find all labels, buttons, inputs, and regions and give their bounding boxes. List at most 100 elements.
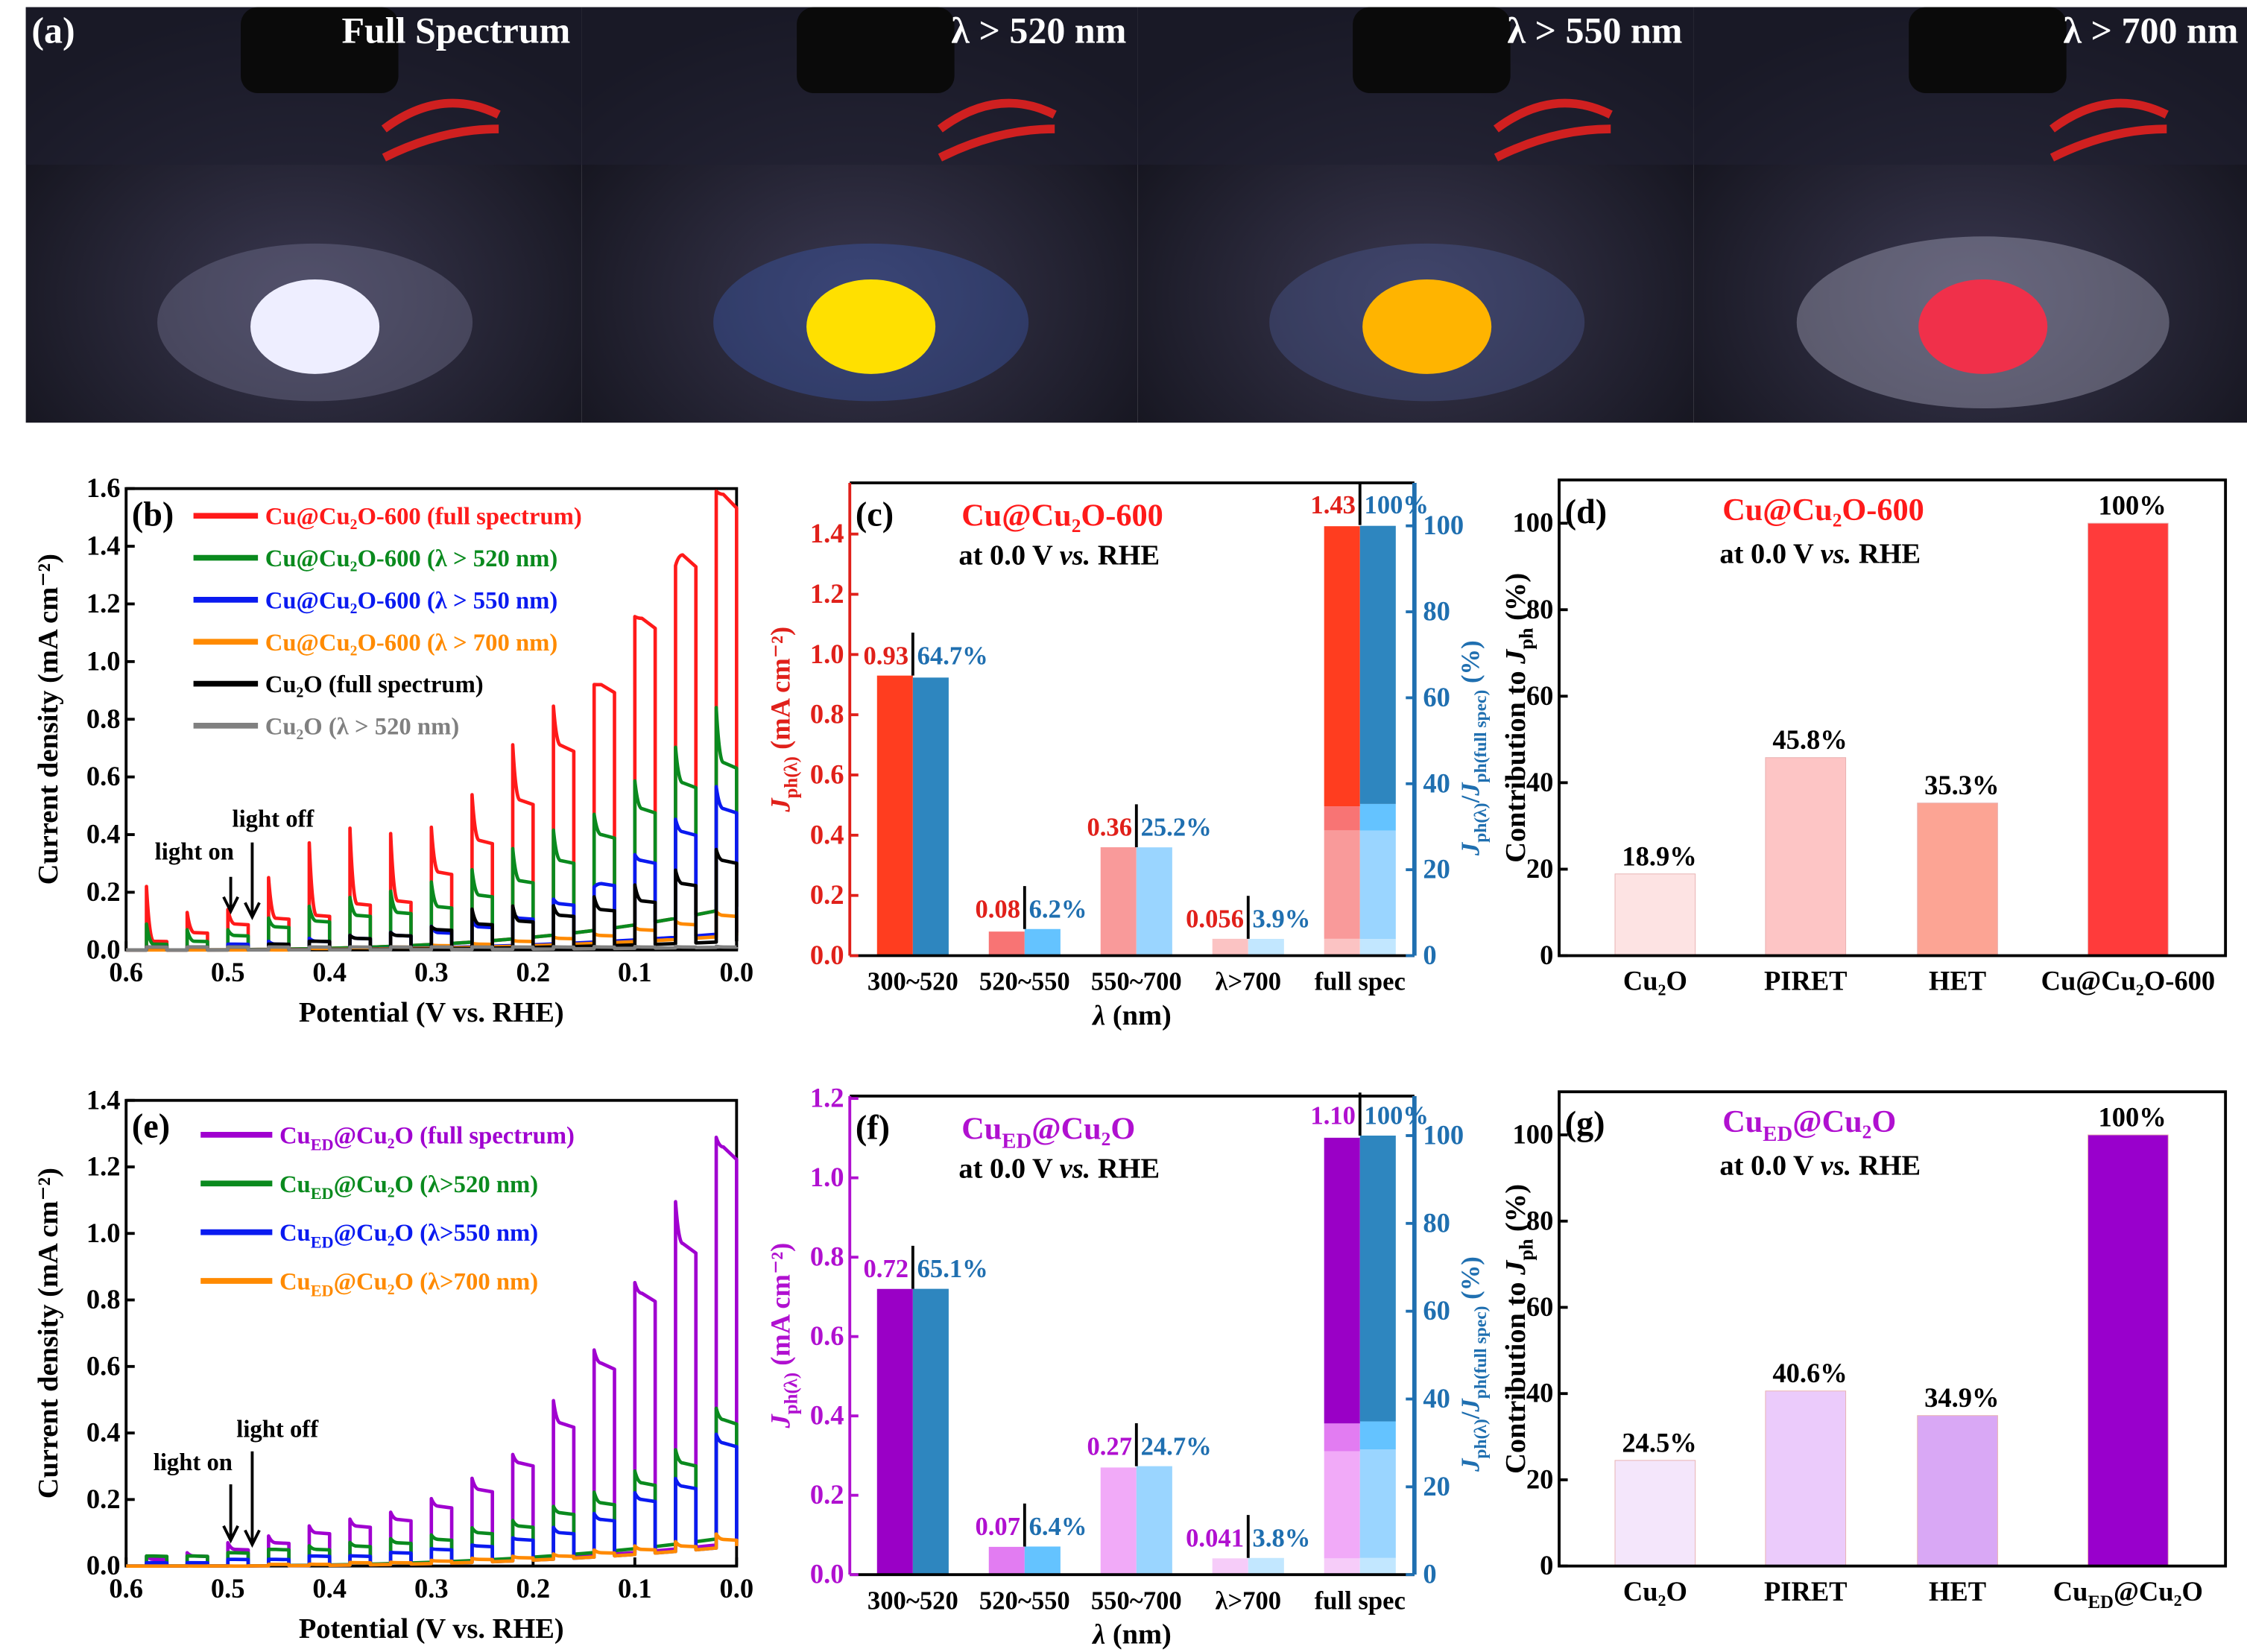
chart-subtitle-part: at 0.0 V [1719, 1151, 1820, 1182]
photo-caption: λ > 550 nm [1507, 10, 1682, 51]
y-axis-label-part: ph [1516, 627, 1537, 650]
y-tick-label: 100 [1423, 510, 1464, 540]
glowing-electrode [806, 279, 936, 374]
x-tick-label: Cu₂O [1623, 1576, 1687, 1607]
legend-entry-part: @Cu₂O (full spectrum) [334, 1122, 575, 1149]
y-tick-label: 80 [1423, 1207, 1450, 1238]
chart-subtitle-part: vs. [1821, 1151, 1852, 1182]
y-tick-label: 40 [1423, 1383, 1450, 1414]
y-axis-label-part: (%) [1500, 1184, 1532, 1239]
bar [1917, 803, 1998, 956]
data-label: 45.8% [1772, 724, 1847, 755]
x-tick-label: 0.5 [211, 957, 245, 987]
bar [1765, 757, 1847, 956]
y-tick-label: 0.0 [86, 934, 121, 964]
data-label-left: 0.27 [1087, 1432, 1132, 1460]
x-tick-label-part: @Cu₂O [2114, 1576, 2203, 1607]
series-line [126, 944, 739, 952]
legend-entry-part: @Cu₂O (λ>550 nm) [334, 1220, 539, 1247]
bar-right [1024, 1546, 1061, 1575]
data-label-right: 25.2% [1141, 814, 1212, 842]
y-axis-label: Current density (mA cm⁻²) [33, 1168, 64, 1498]
data-label-left: 0.07 [975, 1513, 1020, 1541]
chart-title-part: @Cu₂O [1031, 1112, 1135, 1147]
y-axis-right-label: Jph(λ)/Jph(full spec) (%) [1456, 1256, 1491, 1472]
bar-left [1212, 1558, 1248, 1575]
y-tick-label: 0.6 [86, 1350, 121, 1381]
chart-title: CuED@Cu₂O [1722, 1104, 1896, 1146]
photo-0: Full Spectrum [25, 7, 582, 423]
legend-entry-part: Cu [279, 1122, 311, 1149]
x-tick-label: 0.4 [312, 1573, 347, 1604]
stacked-bar-left-segment [1324, 806, 1360, 831]
panel-label: (e) [132, 1107, 170, 1145]
chart-title-part: ED [1763, 1122, 1792, 1146]
x-axis-label-part: (nm) [1105, 1000, 1172, 1031]
annotation-light-off: light off [233, 806, 315, 832]
series-line [126, 1406, 739, 1568]
y-tick-label: 60 [1423, 682, 1450, 712]
stacked-bar-right-segment [1359, 1135, 1396, 1422]
photo-caption: Full Spectrum [341, 10, 570, 51]
y-axis-right-label-part: ph(full spec) [1471, 690, 1491, 783]
legend-entry-part: ED [311, 1232, 334, 1251]
data-label-right: 3.8% [1253, 1524, 1311, 1552]
stacked-bar-right-segment [1359, 525, 1396, 804]
legend-entry: CuED@Cu₂O (λ>520 nm) [279, 1171, 538, 1203]
chart-e: 0.6 0.5 0.4 0.3 0.2 0.1 0.0 0.0 0.2 0.4 0.6 0.8 1.0 1… [33, 1084, 753, 1645]
data-label-left: 0.056 [1186, 905, 1244, 933]
bar-right [1248, 1557, 1284, 1575]
legend-entry-part: ED [311, 1282, 334, 1300]
chart-subtitle-part: at 0.0 V [958, 540, 1059, 572]
photo-1: λ > 520 nm [581, 7, 1138, 423]
chart-subtitle-part: vs. [1821, 539, 1852, 570]
stacked-bar-right-segment [1359, 939, 1396, 956]
stacked-bar-right-segment [1359, 1421, 1396, 1450]
y-tick-label: 1.2 [86, 1151, 121, 1182]
electrode-clip-icon [381, 98, 501, 162]
y-tick-label: 0.8 [86, 1284, 121, 1314]
bar-right [912, 677, 949, 956]
x-tick-label: 550~700 [1091, 1586, 1182, 1615]
stacked-bar-left-segment [1324, 1451, 1360, 1559]
photo-caption: λ > 700 nm [2064, 10, 2239, 51]
legend-entry-part: @Cu₂O (λ>700 nm) [334, 1269, 539, 1296]
panel-label: (g) [1565, 1104, 1605, 1142]
bar-left [1212, 938, 1248, 956]
y-tick-label: 0.8 [86, 703, 121, 734]
y-tick-label: 60 [1423, 1295, 1450, 1326]
x-tick-label: λ>700 [1215, 968, 1281, 996]
x-axis-label-part: λ [1091, 1000, 1105, 1031]
chart-subtitle: at 0.0 V vs. RHE [958, 540, 1160, 572]
y-tick-label: 80 [1526, 1205, 1554, 1235]
x-tick-label: 0.2 [516, 1573, 550, 1604]
stacked-bar-left-segment [1324, 1137, 1360, 1424]
x-axis-label: λ (nm) [1091, 1000, 1172, 1031]
panel-a-photos: Full Spectrum λ > 520 nm λ > 550 nm λ > 700… [25, 7, 2247, 423]
data-label-right: 6.2% [1029, 895, 1087, 923]
x-tick-label-part: Cu [2053, 1576, 2088, 1607]
bar [1614, 873, 1696, 956]
y-tick-label: 0.2 [810, 1479, 844, 1510]
y-tick-label: 1.4 [86, 531, 121, 561]
bar-right [1248, 939, 1284, 956]
x-tick-label: full spec [1315, 1586, 1406, 1615]
chart-title-part: @Cu₂O [1792, 1104, 1896, 1139]
legend-entry-part: Cu [279, 1220, 311, 1247]
stacked-bar-left-segment [1324, 938, 1360, 956]
y-axis-right-label-part: J [1456, 782, 1485, 797]
y-axis-label-part: J [765, 797, 795, 813]
electrode-clip-icon [1493, 98, 1613, 162]
x-tick-label: 0.3 [414, 1573, 449, 1604]
chart-title-part: ED [1002, 1129, 1031, 1153]
annotation-light-on: light on [155, 839, 234, 866]
x-tick-label: 0.4 [312, 957, 347, 987]
data-label-left: 1.43 [1310, 491, 1356, 519]
y-axis-label-part: ph(λ) [782, 1373, 802, 1414]
plot-frame [124, 1098, 739, 1568]
legend-entry-part: Cu [279, 1171, 311, 1198]
stacked-bar-right-segment [1359, 830, 1396, 940]
bar [2088, 1134, 2169, 1567]
data-label: 40.6% [1772, 1358, 1847, 1388]
